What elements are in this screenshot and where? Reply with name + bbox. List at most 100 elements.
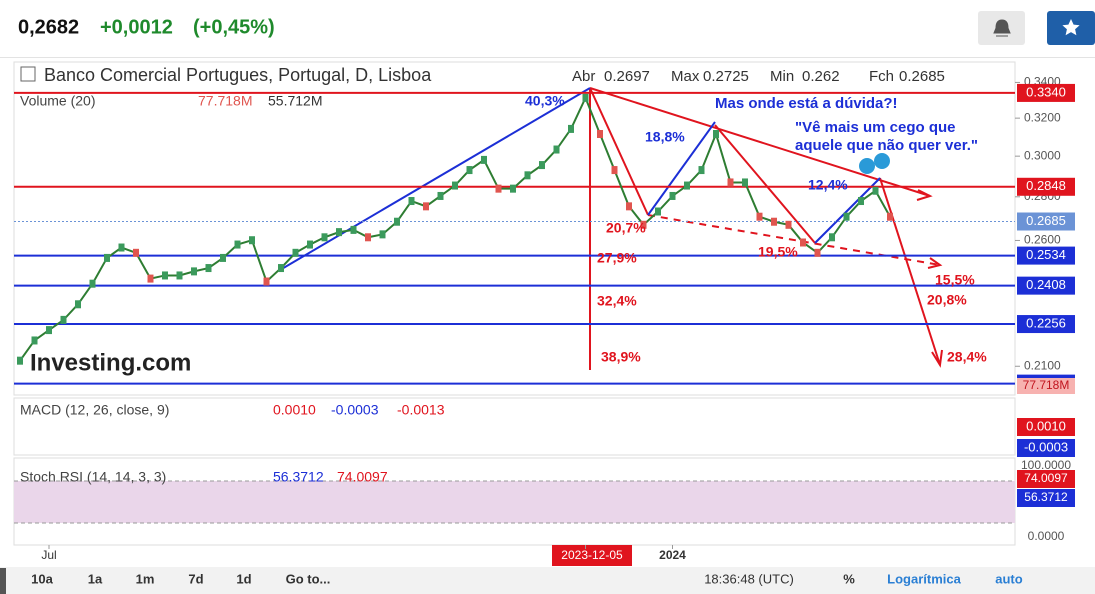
level-box	[1017, 315, 1075, 334]
candle	[843, 212, 850, 221]
candle	[887, 212, 893, 221]
candle	[133, 248, 139, 257]
candle	[785, 220, 792, 229]
candle	[234, 240, 241, 249]
candle	[147, 274, 154, 283]
header-divider	[0, 57, 1095, 58]
annotation: 27,9%	[597, 250, 637, 266]
price-panel	[13, 61, 1016, 396]
toolbar	[0, 567, 1095, 594]
range-button[interactable]: 10a	[31, 571, 53, 586]
ohlc-value: 0.2697	[604, 68, 650, 85]
arrowheads	[916, 189, 943, 368]
candle	[162, 271, 168, 280]
drawing	[647, 121, 716, 216]
candle	[756, 212, 763, 221]
annotation: 12,4%	[808, 177, 848, 193]
candle	[394, 217, 400, 226]
stoch-band	[14, 481, 1015, 523]
drawing	[279, 87, 591, 271]
candle	[510, 184, 516, 193]
ohlc-label: Min	[770, 68, 794, 85]
log-toggle[interactable]: Logarítmica	[887, 571, 961, 586]
auto-toggle[interactable]: auto	[995, 571, 1023, 586]
macd-value: 0.0010	[273, 402, 316, 418]
level-box	[1017, 177, 1075, 196]
candle	[626, 202, 632, 211]
marker	[859, 158, 875, 174]
drawing	[814, 177, 881, 244]
x-tick-label: 2024	[659, 548, 686, 562]
price: 0,2682	[18, 16, 79, 38]
candle	[263, 277, 270, 286]
candle	[481, 155, 487, 164]
annotation: 32,4%	[597, 293, 637, 309]
annotation: 19,5%	[758, 244, 798, 260]
range-button[interactable]: 1d	[236, 571, 251, 586]
drawing	[589, 87, 649, 216]
annotation: 28,4%	[947, 349, 987, 365]
range-button[interactable]: Go to...	[286, 571, 331, 586]
candle	[191, 267, 197, 276]
ohlc-value: 0.2685	[899, 68, 945, 85]
y-tick-label: 0.3200	[1024, 110, 1061, 124]
candle	[423, 202, 429, 211]
level-box	[1017, 276, 1075, 295]
ohlc-value: 0.262	[802, 68, 840, 85]
candle	[292, 248, 299, 257]
candle	[742, 178, 748, 187]
ohlc-label: Max	[671, 68, 700, 85]
candle	[684, 181, 690, 190]
collapse-icon[interactable]	[20, 66, 36, 82]
candle	[858, 197, 864, 206]
percent-toggle[interactable]: %	[843, 571, 855, 586]
stoch-value: 56.3712	[273, 469, 324, 485]
volume-value: 55.712M	[268, 93, 322, 109]
level-box	[1017, 212, 1075, 231]
macd-axis-label: 0.0010	[1026, 418, 1066, 433]
range-button[interactable]: 7d	[188, 571, 203, 586]
candle	[452, 181, 458, 190]
candle	[568, 124, 574, 133]
candle	[408, 197, 415, 206]
clock: 18:36:48 (UTC)	[704, 571, 794, 586]
candle	[800, 238, 806, 247]
candle	[611, 166, 618, 175]
candle	[321, 233, 328, 242]
candle	[249, 236, 255, 245]
candle	[336, 228, 342, 237]
annotation: aquele que não quer ver."	[795, 137, 978, 154]
candle	[205, 264, 212, 273]
level-label: 0.2534	[1026, 247, 1066, 262]
macd-axis-label: -0.0003	[1024, 439, 1068, 454]
level-label: 0.2256	[1026, 315, 1066, 330]
chart-title: Banco Comercial Portugues, Portugal, D, …	[44, 65, 432, 85]
macd-box	[1017, 439, 1075, 457]
macd-panel	[13, 397, 1016, 456]
level-box	[1017, 246, 1075, 265]
marker	[874, 153, 890, 169]
candle	[640, 220, 647, 229]
candle	[437, 191, 444, 200]
candle	[220, 253, 226, 262]
annotation: 20,7%	[606, 220, 646, 236]
annotation: 40,3%	[525, 93, 565, 109]
macd-label: MACD (12, 26, close, 9)	[20, 402, 169, 418]
volume-label: Volume (20)	[20, 93, 95, 109]
stoch-axis-label: 56.3712	[1024, 490, 1068, 504]
x-tick-label: Jul	[41, 548, 56, 562]
drawing	[879, 177, 941, 366]
level-label: 0.2848	[1026, 178, 1066, 193]
range-button[interactable]: 1m	[136, 571, 155, 586]
candle	[307, 240, 313, 249]
candle	[31, 336, 38, 345]
candle	[118, 243, 125, 252]
macd-value: -0.0003	[331, 402, 379, 418]
ohlc-value: 0.2725	[703, 68, 749, 85]
macd-box	[1017, 418, 1075, 436]
candle	[771, 217, 777, 226]
range-button[interactable]: 1a	[88, 571, 103, 586]
annotation: "Vê mais um cego que	[795, 119, 956, 136]
candle	[495, 184, 502, 193]
candle	[75, 300, 81, 309]
